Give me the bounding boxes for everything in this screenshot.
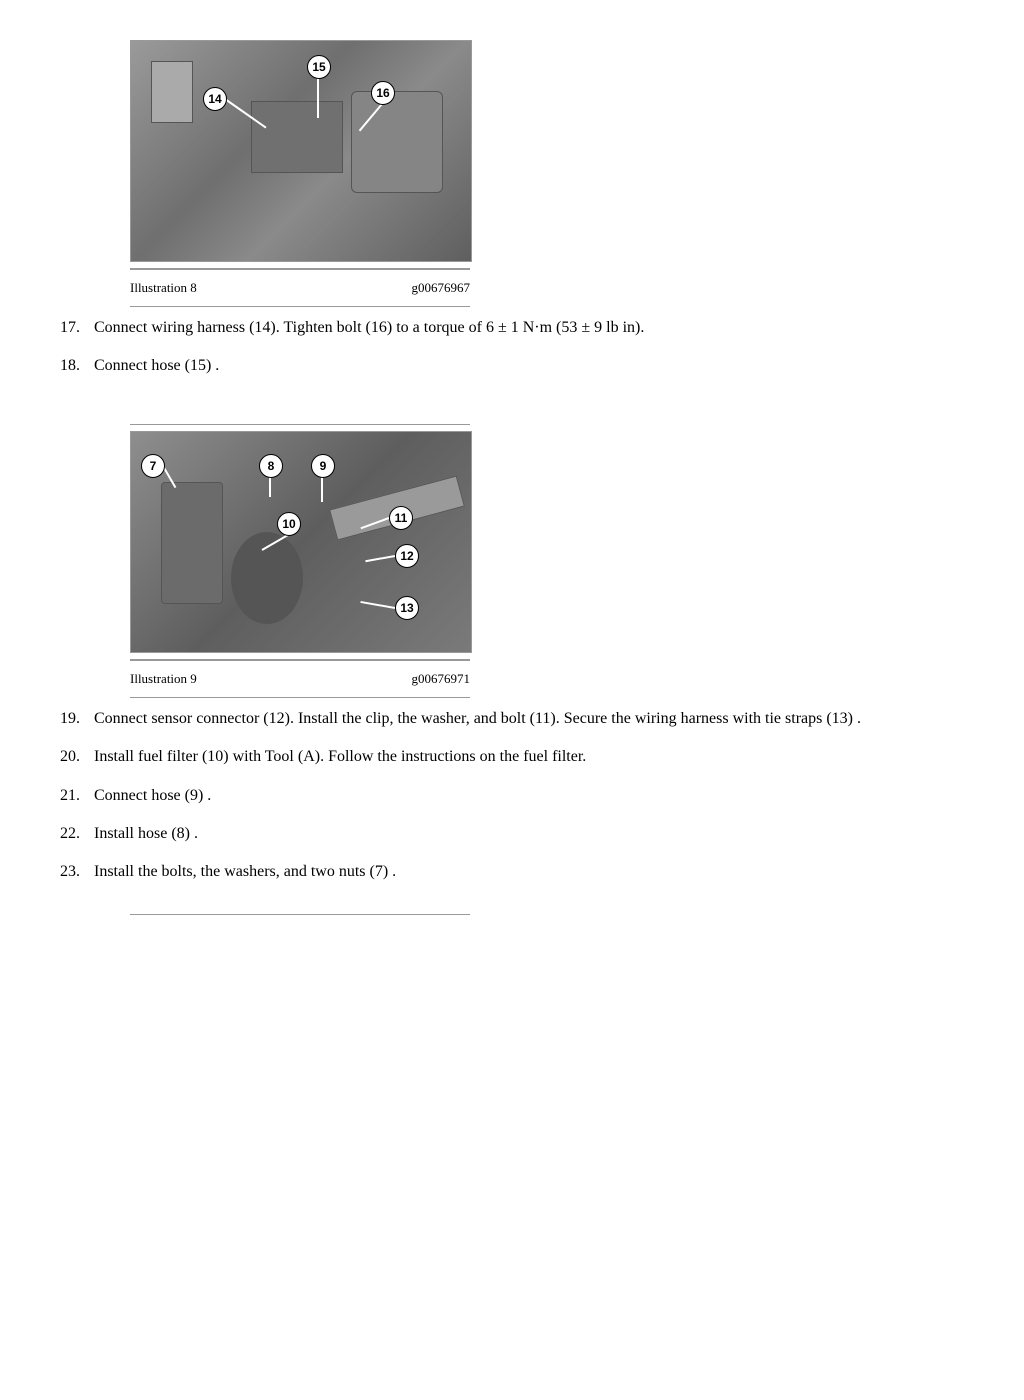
step-number: 23.	[60, 861, 94, 883]
figure-1-code: g00676967	[412, 280, 471, 296]
step-text: Connect wiring harness (14). Tighten bol…	[94, 317, 964, 339]
callout-14: 14	[203, 87, 227, 111]
figure-2-caption: Illustration 9 g00676971	[130, 660, 470, 698]
callout-15: 15	[307, 55, 331, 79]
step-number: 19.	[60, 708, 94, 730]
figure-2-image: 7 8 9 10 11 12 13	[130, 431, 472, 653]
step-19: 19. Connect sensor connector (12). Insta…	[60, 708, 964, 730]
step-21: 21. Connect hose (9) .	[60, 785, 964, 807]
engine-part	[251, 101, 343, 173]
figure-2-rule-top	[130, 424, 470, 425]
step-text: Install hose (8) .	[94, 823, 964, 845]
step-18: 18. Connect hose (15) .	[60, 355, 964, 377]
engine-part	[151, 61, 193, 123]
engine-part	[351, 91, 443, 193]
step-number: 18.	[60, 355, 94, 377]
bottom-rule	[130, 914, 470, 915]
step-20: 20. Install fuel filter (10) with Tool (…	[60, 746, 964, 768]
figure-2: 7 8 9 10 11 12 13 Illustration 9 g006769…	[130, 424, 964, 698]
callout-line	[321, 477, 323, 502]
callout-12: 12	[395, 544, 419, 568]
step-number: 22.	[60, 823, 94, 845]
step-number: 20.	[60, 746, 94, 768]
figure-1-caption: Illustration 8 g00676967	[130, 269, 470, 307]
step-number: 17.	[60, 317, 94, 339]
callout-line	[317, 78, 319, 118]
callout-line	[269, 477, 271, 497]
step-23: 23. Install the bolts, the washers, and …	[60, 861, 964, 883]
figure-2-label: Illustration 9	[130, 671, 197, 687]
step-22: 22. Install hose (8) .	[60, 823, 964, 845]
step-text: Connect hose (15) .	[94, 355, 964, 377]
callout-7: 7	[141, 454, 165, 478]
callout-16: 16	[371, 81, 395, 105]
step-number: 21.	[60, 785, 94, 807]
step-text: Connect sensor connector (12). Install t…	[94, 708, 964, 730]
figure-1-image: 14 15 16	[130, 40, 472, 262]
step-text: Install fuel filter (10) with Tool (A). …	[94, 746, 964, 768]
step-text: Install the bolts, the washers, and two …	[94, 861, 964, 883]
steps-list-1: 17. Connect wiring harness (14). Tighten…	[60, 317, 964, 378]
callout-11: 11	[389, 506, 413, 530]
figure-2-code: g00676971	[412, 671, 471, 687]
callout-8: 8	[259, 454, 283, 478]
steps-list-2: 19. Connect sensor connector (12). Insta…	[60, 708, 964, 884]
step-17: 17. Connect wiring harness (14). Tighten…	[60, 317, 964, 339]
callout-9: 9	[311, 454, 335, 478]
figure-1: 14 15 16 Illustration 8 g00676967	[130, 40, 964, 307]
callout-13: 13	[395, 596, 419, 620]
callout-10: 10	[277, 512, 301, 536]
engine-part	[161, 482, 223, 604]
step-text: Connect hose (9) .	[94, 785, 964, 807]
figure-1-label: Illustration 8	[130, 280, 197, 296]
